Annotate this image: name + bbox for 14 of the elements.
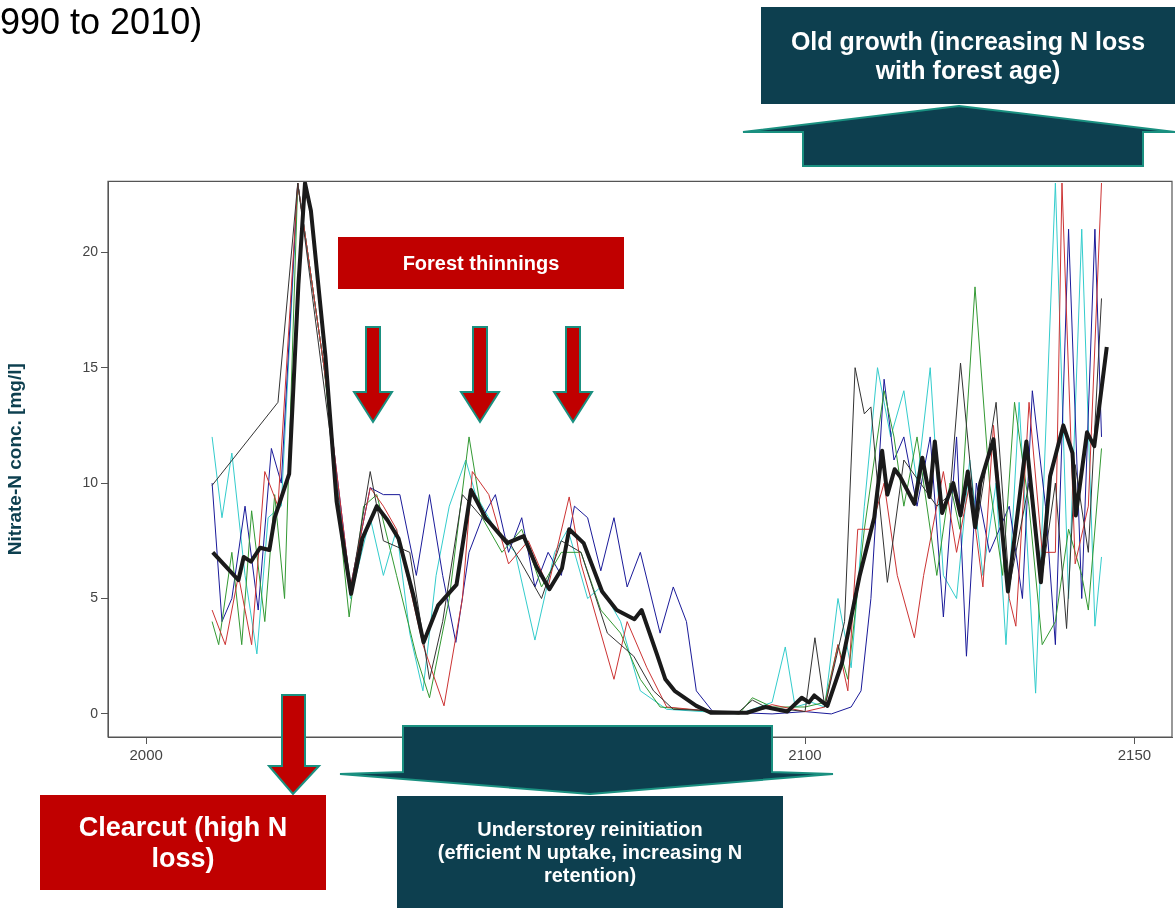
y-tick-label: 20 xyxy=(82,243,99,260)
y-tick-label: 5 xyxy=(90,589,99,606)
label-box: Understorey reinitiation (efficient N uptake, increasing N retention) xyxy=(397,796,783,908)
y-axis-title: Nitrate-N conc. [mg/l] xyxy=(3,363,25,556)
label-box: Clearcut (high N loss) xyxy=(40,795,326,890)
y-tick-label: 10 xyxy=(82,473,99,490)
x-tick-label: 2100 xyxy=(788,746,822,764)
x-tick-label: 2000 xyxy=(129,746,163,764)
y-tick-label: 15 xyxy=(82,358,99,375)
y-tick-label: 0 xyxy=(90,704,99,721)
chart-title: 990 to 2010) xyxy=(0,0,203,44)
x-tick-label: 2150 xyxy=(1117,746,1152,764)
label-box: Forest thinnings xyxy=(338,237,624,289)
label-box: Old growth (increasing N loss with forest age) xyxy=(761,7,1175,104)
